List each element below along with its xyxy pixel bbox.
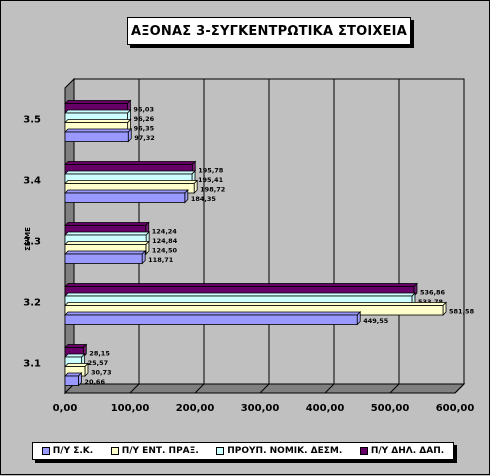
data-label: 30,73 — [91, 369, 112, 377]
bar-top — [64, 180, 199, 184]
data-label: 96,03 — [133, 106, 154, 114]
legend: Π/Υ Σ.Κ. Π/Υ ΕΝΤ. ΠΡΑΞ. ΠΡΟΥΠ. ΝΟΜΙΚ. ΔΕΣΜ… — [32, 442, 454, 460]
data-label: 198,72 — [200, 186, 225, 194]
data-label: 96,26 — [134, 115, 155, 123]
grid-line-floor — [259, 383, 270, 394]
data-label: 449,55 — [363, 317, 389, 325]
bar — [64, 253, 143, 264]
data-label: 195,41 — [198, 176, 224, 184]
x-tick-label: 200,00 — [176, 403, 215, 414]
bar-top — [64, 250, 147, 255]
y-tick-label: 3.4 — [23, 176, 41, 187]
data-label: 184,35 — [191, 195, 217, 203]
data-label: 118,71 — [148, 256, 174, 264]
data-label: 581,58 — [449, 308, 475, 316]
legend-label: ΠΡΟΥΠ. ΝΟΜΙΚ. ΔΕΣΜ. — [227, 446, 343, 456]
x-tick-label: 300,00 — [241, 403, 280, 414]
legend-item: Π/Υ ΔΗΛ. ΔΑΠ. — [359, 446, 445, 456]
x-tick-label: 0,00 — [53, 403, 78, 414]
legend-swatch — [216, 447, 225, 455]
legend-label: Π/Υ ΔΗΛ. ΔΑΠ. — [370, 446, 445, 456]
grid-line-floor — [389, 383, 400, 394]
data-label: 533,78 — [418, 298, 444, 306]
bar — [64, 131, 129, 142]
grid-line-floor — [194, 383, 205, 394]
data-label: 195,78 — [198, 167, 224, 175]
bar — [64, 314, 358, 325]
bar — [64, 192, 186, 203]
bar-top — [64, 222, 150, 226]
grid-line-floor — [454, 383, 465, 394]
bar-top — [64, 109, 132, 114]
bar — [64, 375, 79, 386]
legend-swatch — [41, 447, 50, 455]
legend-label: Π/Υ Σ.Κ. — [52, 446, 94, 456]
bar-top — [64, 231, 151, 236]
chart-title: ΑΞΟΝΑΣ 3-ΣΥΓΚΕΝΤΡΩΤΙΚΑ ΣΤΟΙΧΕΙΑ — [127, 17, 411, 45]
y-tick-label: 3.5 — [23, 115, 41, 126]
data-label: 20,66 — [84, 378, 105, 386]
bar-top — [64, 292, 416, 297]
grid-line-floor — [324, 383, 335, 394]
bar-top — [64, 283, 418, 287]
bar-top — [64, 170, 196, 175]
bar-top — [64, 344, 88, 348]
data-label: 96,35 — [134, 125, 155, 133]
bar-top — [64, 128, 133, 133]
bar-top — [64, 100, 132, 104]
bar-top — [64, 311, 362, 316]
y-tick-label: 3.2 — [23, 298, 41, 309]
data-label: 124,24 — [152, 228, 178, 236]
x-tick-label: 100,00 — [111, 403, 150, 414]
data-label: 97,32 — [134, 134, 155, 142]
bar-top — [64, 302, 447, 306]
bar-top — [64, 119, 132, 123]
data-label: 536,86 — [420, 289, 446, 297]
legend-item: Π/Υ Σ.Κ. — [41, 446, 94, 456]
y-tick-label: 3.1 — [23, 359, 41, 370]
data-label: 25,57 — [88, 359, 109, 367]
bar-top — [64, 189, 189, 194]
data-label: 124,50 — [152, 247, 178, 255]
bar-top — [64, 363, 89, 367]
legend-item: ΠΡΟΥΠ. ΝΟΜΙΚ. ΔΕΣΜ. — [216, 446, 342, 456]
data-label: 124,84 — [152, 237, 178, 245]
legend-item: Π/Υ ΕΝΤ. ΠΡΑΞ. — [110, 446, 199, 456]
bar-top — [64, 241, 150, 245]
data-label: 28,15 — [89, 350, 110, 358]
x-tick-label: 500,00 — [371, 403, 410, 414]
legend-label: Π/Υ ΕΝΤ. ΠΡΑΞ. — [121, 446, 199, 456]
x-tick-label: 400,00 — [306, 403, 345, 414]
legend-swatch — [359, 447, 368, 455]
y-tick-label: 3.3 — [23, 237, 41, 248]
legend-swatch — [110, 447, 119, 455]
bar-top — [64, 161, 197, 165]
x-tick-label: 600,00 — [436, 403, 475, 414]
grid-line-floor — [129, 383, 140, 394]
y-axis-title: ΣΕ ΜΕ — [24, 227, 32, 251]
